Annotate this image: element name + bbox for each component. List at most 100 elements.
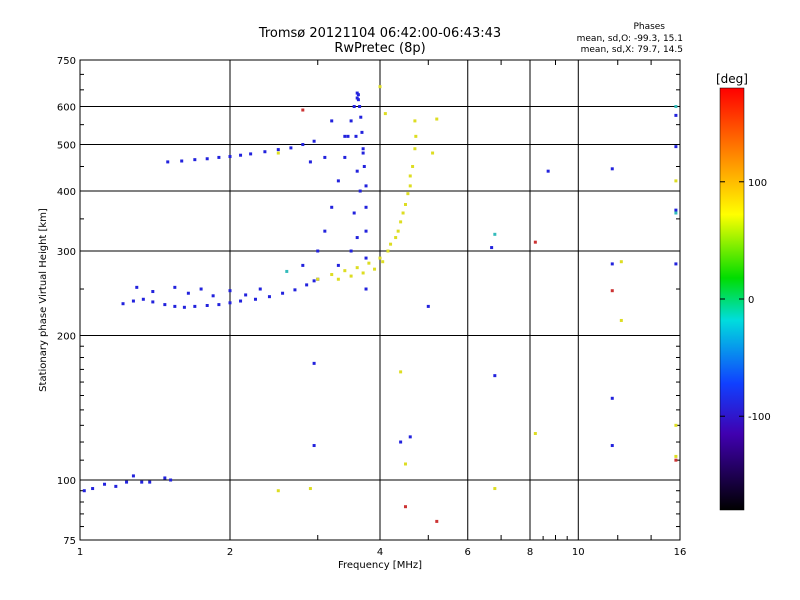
data-point (360, 130, 364, 134)
data-point (403, 462, 407, 466)
data-point (674, 105, 678, 109)
data-point (399, 370, 403, 374)
data-point (239, 153, 243, 157)
data-point (163, 476, 167, 480)
data-point (533, 240, 537, 244)
data-point (148, 480, 152, 484)
x-tick-label: 16 (674, 547, 687, 558)
data-point (610, 262, 614, 266)
data-point (411, 164, 415, 168)
data-point (239, 299, 243, 303)
data-point (249, 152, 253, 156)
data-point (258, 287, 262, 291)
x-tick-label: 10 (572, 547, 585, 558)
data-point (323, 229, 327, 233)
data-point (228, 301, 232, 305)
data-point (674, 211, 678, 215)
data-point (354, 134, 358, 138)
x-tick-label: 8 (527, 547, 533, 558)
data-point (674, 262, 678, 266)
data-point (312, 139, 316, 143)
data-point (228, 155, 232, 159)
x-tick-label: 1 (77, 547, 83, 558)
phases-o-stats: mean, sd,O: -99.3, 15.1 (576, 34, 683, 44)
data-point (610, 444, 614, 448)
data-point (103, 482, 107, 486)
colorbar-label: [deg] (716, 72, 748, 86)
data-point (151, 290, 155, 294)
data-point (399, 440, 403, 444)
data-point (674, 423, 678, 427)
data-point (355, 169, 359, 173)
y-tick-label: 75 (63, 536, 76, 547)
data-point (173, 285, 177, 289)
data-point (383, 112, 387, 116)
data-point (211, 294, 215, 298)
data-point (121, 302, 125, 306)
data-point (205, 157, 209, 161)
data-point (349, 274, 353, 278)
data-point (276, 489, 280, 493)
data-point (361, 151, 365, 155)
data-point (389, 242, 393, 246)
data-point (193, 158, 197, 162)
data-point (281, 291, 285, 295)
data-point (305, 283, 309, 287)
data-point (276, 151, 280, 155)
data-point (169, 478, 173, 482)
data-point (356, 98, 360, 102)
data-point (674, 454, 678, 458)
data-point (406, 192, 410, 196)
data-point (396, 229, 400, 233)
data-point (316, 249, 320, 253)
data-point (361, 271, 365, 275)
data-point (308, 160, 312, 164)
data-point (426, 304, 430, 308)
data-point (381, 260, 385, 264)
colorbar-tick-label: 100 (748, 178, 767, 189)
y-tick-label: 200 (57, 332, 76, 343)
data-point (131, 474, 135, 478)
data-point (403, 202, 407, 206)
y-tick-label: 600 (57, 103, 76, 114)
data-point (205, 303, 209, 307)
data-point (435, 519, 439, 523)
data-point (408, 435, 412, 439)
data-point (343, 155, 347, 159)
phases-title: Phases (633, 22, 665, 32)
x-axis-title: Frequency [MHz] (338, 560, 422, 571)
data-point (610, 289, 614, 293)
data-point (373, 267, 377, 271)
chart-subtitle: RwPretec (8p) (334, 41, 426, 56)
data-point (413, 119, 417, 123)
data-point (364, 205, 368, 209)
data-point (355, 266, 359, 270)
y-tick-label: 750 (57, 56, 76, 67)
data-point (431, 151, 435, 155)
data-point (408, 184, 412, 188)
data-point (533, 432, 537, 436)
data-point (135, 285, 139, 289)
data-point (267, 295, 271, 299)
data-point (308, 487, 312, 491)
data-point (493, 487, 497, 491)
data-point (674, 179, 678, 183)
y-tick-label: 100 (57, 476, 76, 487)
data-point (289, 146, 293, 150)
data-point (394, 236, 398, 240)
x-tick-label: 2 (227, 547, 233, 558)
data-point (336, 263, 340, 267)
data-point (301, 143, 305, 147)
data-point (91, 487, 95, 491)
chart-title: Tromsø 20121104 06:42:00-06:43:43 (258, 26, 502, 41)
data-point (330, 205, 334, 209)
x-tick-label: 4 (377, 547, 383, 558)
data-point (125, 480, 129, 484)
data-point (674, 145, 678, 149)
data-point (358, 189, 362, 193)
data-point (349, 249, 353, 253)
data-point (401, 211, 405, 215)
data-point (349, 119, 353, 123)
x-tick-label: 6 (465, 547, 471, 558)
data-point (131, 299, 135, 303)
